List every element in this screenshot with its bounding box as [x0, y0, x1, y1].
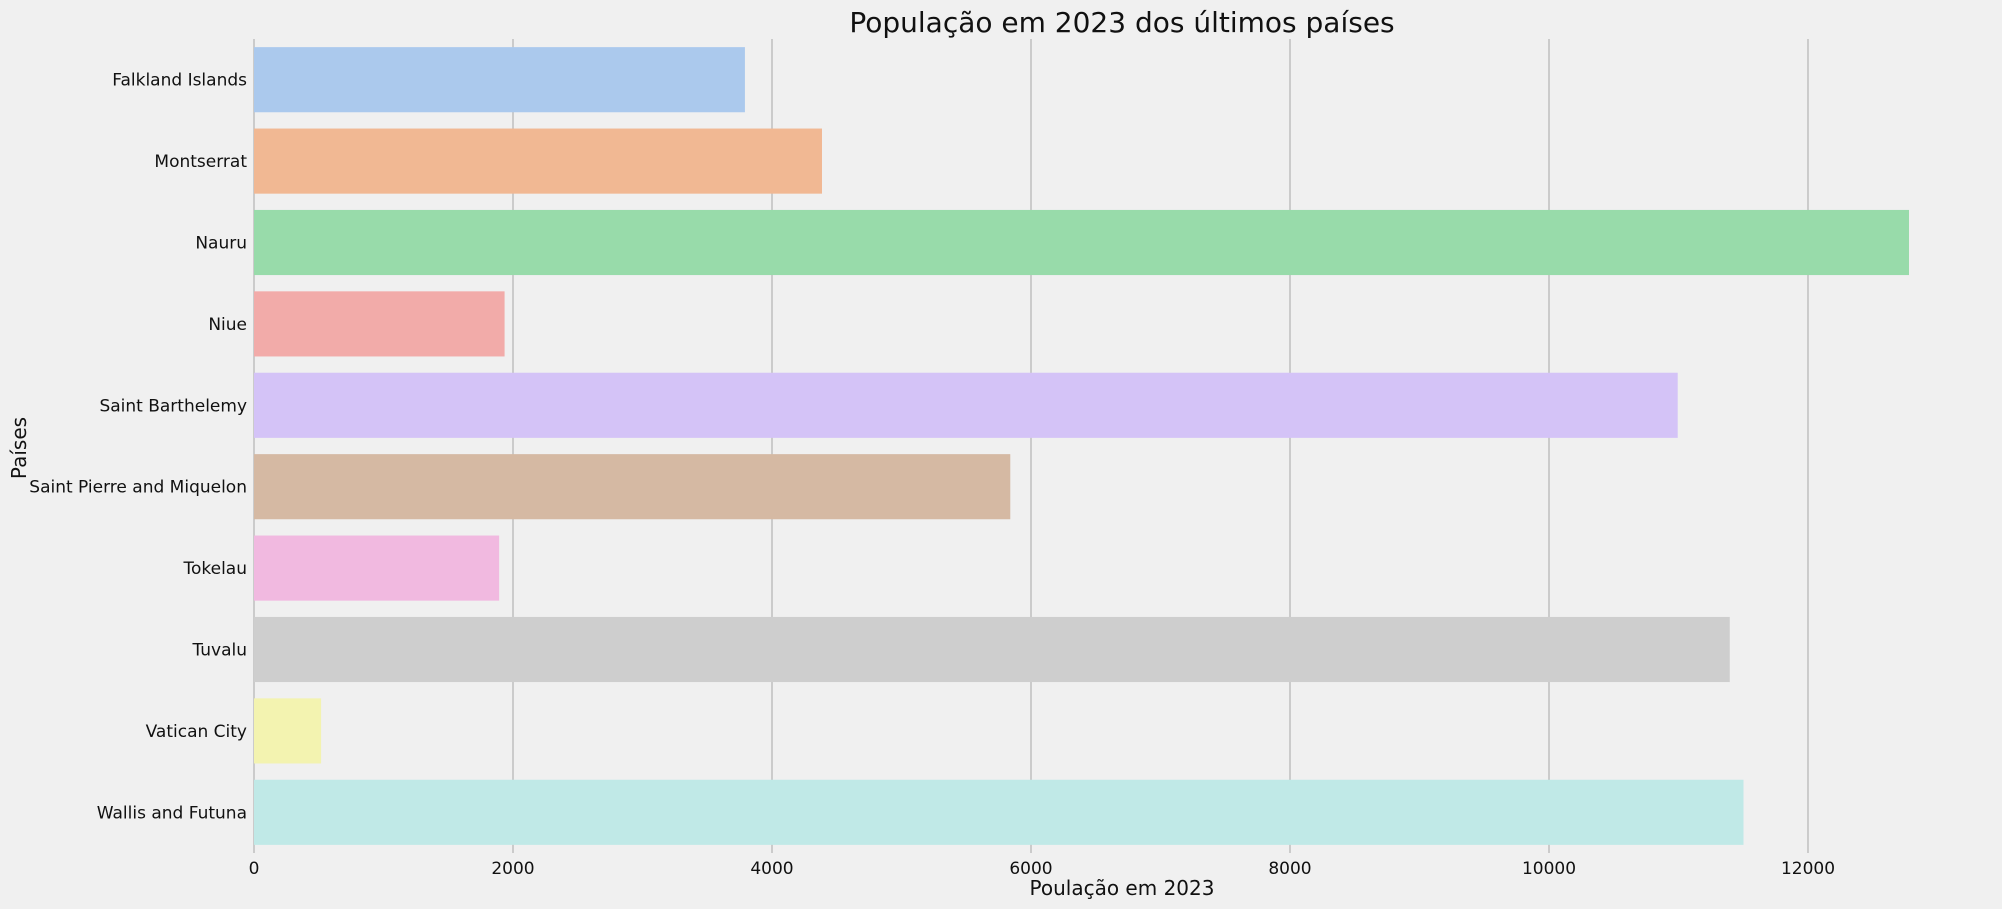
bar	[254, 291, 505, 357]
bar	[254, 454, 1011, 520]
y-tick-label: Saint Pierre and Miquelon	[29, 478, 247, 498]
y-tick-labels: Falkland Islands Montserrat Nauru Niue Saint…	[29, 71, 247, 824]
y-tick-label: Tuvalu	[191, 641, 247, 661]
chart-title: População em 2023 dos últimos países	[849, 6, 1394, 39]
bar	[254, 616, 1730, 683]
bar	[254, 372, 1678, 438]
bar	[254, 779, 1744, 845]
y-tick-label: Montserrat	[154, 152, 247, 172]
x-tick-label: 12000	[1781, 859, 1835, 879]
x-tick-label: 0	[249, 859, 260, 879]
bar	[254, 535, 500, 601]
x-tick-label: 10000	[1522, 859, 1576, 879]
x-tick-labels: 0 2000 4000 6000 8000 10000 12000	[249, 859, 1835, 879]
y-tick-label: Wallis and Futuna	[97, 803, 247, 823]
y-tick-label: Vatican City	[146, 722, 247, 742]
x-tick-label: 2000	[491, 859, 534, 879]
y-axis-label: Países	[7, 417, 31, 479]
y-tick-label: Tokelau	[182, 559, 247, 579]
x-axis-label: Poulação em 2023	[1030, 876, 1215, 900]
y-tick-label: Falkland Islands	[112, 71, 247, 91]
bars	[254, 47, 1909, 845]
bar	[254, 698, 322, 764]
bar	[254, 128, 822, 194]
y-tick-label: Saint Barthelemy	[99, 396, 247, 416]
x-tick-label: 4000	[750, 859, 793, 879]
x-tick-label: 8000	[1268, 859, 1311, 879]
y-tick-label: Nauru	[195, 234, 247, 254]
x-tick-label: 6000	[1009, 859, 1052, 879]
bar	[254, 47, 745, 113]
bar	[254, 209, 1909, 276]
y-tick-label: Niue	[208, 315, 247, 335]
